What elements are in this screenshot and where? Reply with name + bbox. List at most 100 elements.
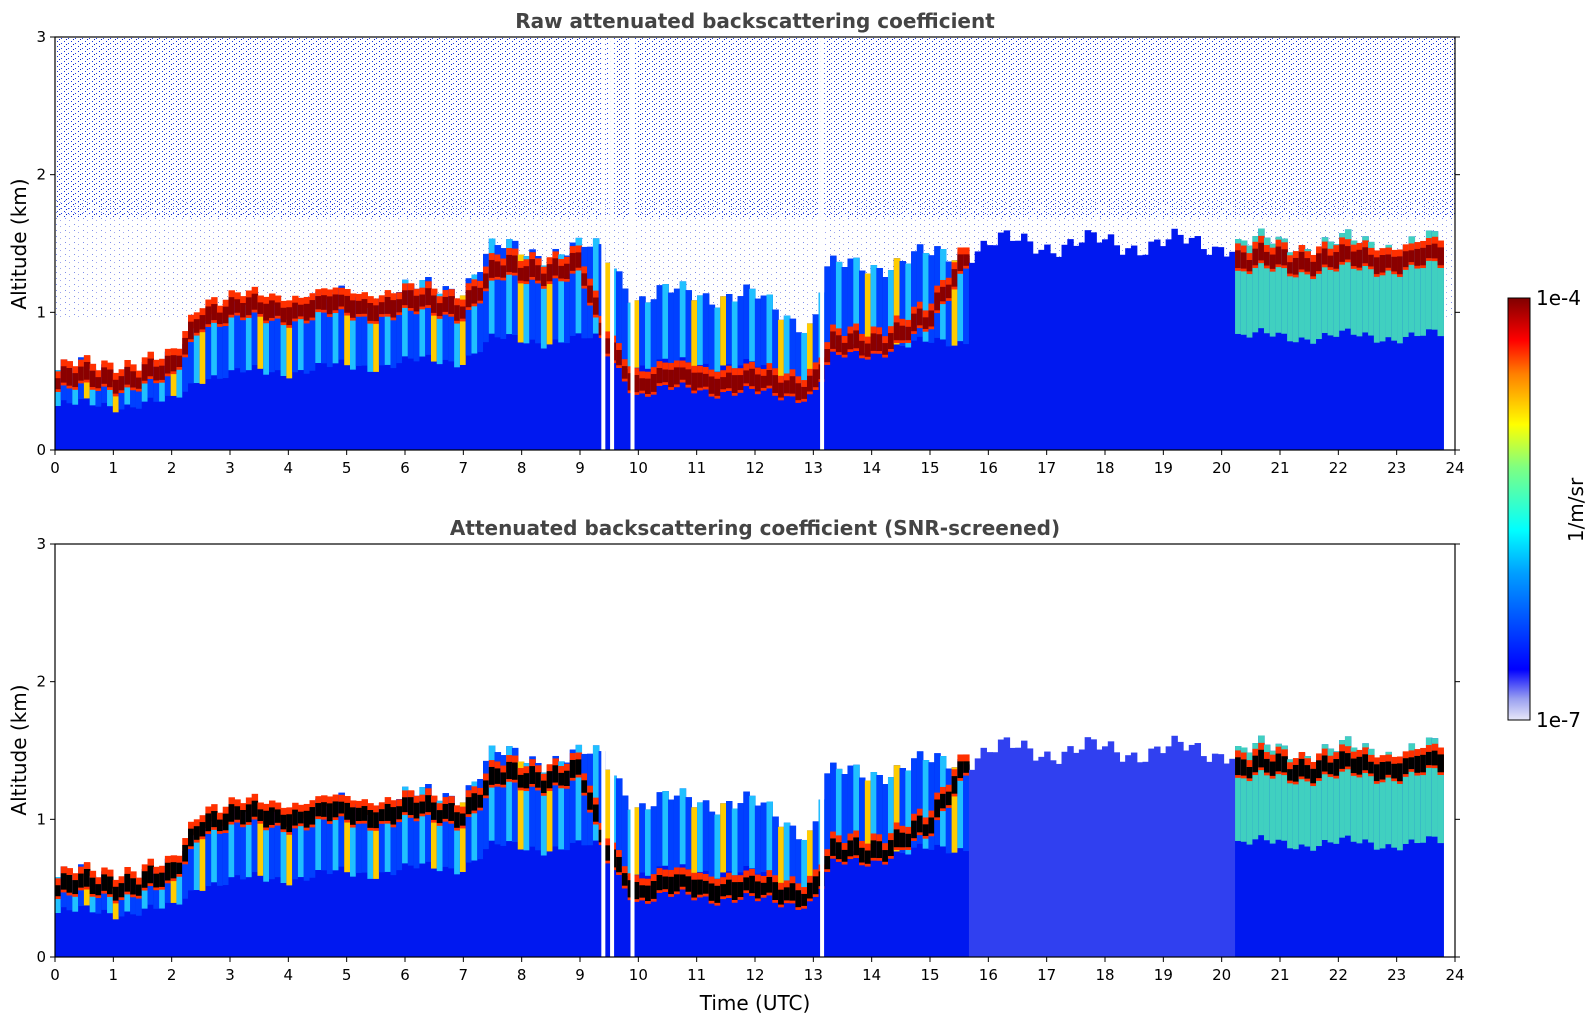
cloud-core xyxy=(1321,248,1329,265)
aerosol-column xyxy=(1026,748,1034,957)
cloud-core xyxy=(726,372,733,389)
cloud-core xyxy=(1263,251,1271,266)
aerosol-upper xyxy=(211,821,218,883)
aerosol-upper xyxy=(384,802,392,872)
aerosol-column xyxy=(1235,239,1242,450)
cloud-core xyxy=(321,295,328,310)
aerosol-column xyxy=(1246,752,1254,957)
panel-raw-heatmap xyxy=(55,37,1455,450)
aerosol-upper xyxy=(263,820,270,882)
aerosol-column xyxy=(1165,746,1173,957)
aerosol-column xyxy=(332,799,340,957)
aerosol-upper xyxy=(1298,752,1306,845)
aerosol-column xyxy=(1420,749,1427,957)
cloud-core xyxy=(546,264,554,282)
aerosol-upper xyxy=(604,262,611,347)
aerosol-column xyxy=(1130,245,1138,450)
aerosol-column xyxy=(78,864,85,957)
aerosol-column xyxy=(1292,761,1300,957)
aerosol-upper xyxy=(373,815,380,879)
aerosol-upper xyxy=(604,769,611,854)
cloud-core xyxy=(957,254,964,272)
aerosol-upper xyxy=(1397,763,1404,851)
cloud-core xyxy=(326,803,334,822)
aerosol-upper xyxy=(1397,256,1404,344)
aerosol-column xyxy=(396,292,403,450)
aerosol-column xyxy=(413,795,421,957)
aerosol-column xyxy=(1217,247,1225,450)
aerosol-column xyxy=(830,255,837,450)
y-tick-label: 1 xyxy=(36,810,46,828)
aerosol-upper xyxy=(1246,752,1254,845)
aerosol-upper xyxy=(176,354,183,398)
aerosol-upper xyxy=(922,760,930,849)
cloud-core xyxy=(1281,249,1288,266)
aerosol-upper xyxy=(176,861,183,905)
aerosol-upper xyxy=(188,835,195,891)
aerosol-upper xyxy=(315,798,322,871)
aerosol-upper xyxy=(1292,254,1300,343)
x-tick-label: 5 xyxy=(342,459,352,477)
x-tick-label: 19 xyxy=(1154,966,1173,984)
aerosol-column xyxy=(83,356,91,450)
cloud-core xyxy=(691,879,698,898)
cloud-core xyxy=(1310,261,1317,277)
aerosol-column xyxy=(1339,740,1346,957)
aerosol-upper xyxy=(668,292,675,364)
aerosol-upper xyxy=(1304,249,1311,340)
cloud-core xyxy=(407,290,415,309)
cloud-core xyxy=(326,296,334,315)
aerosol-upper xyxy=(835,261,843,347)
aerosol-upper xyxy=(430,796,438,869)
aerosol-column xyxy=(488,238,496,450)
aerosol-upper xyxy=(575,744,583,841)
aerosol-column xyxy=(182,344,189,450)
cloud-core xyxy=(824,856,831,870)
cloud-core xyxy=(95,377,102,389)
cloud-core xyxy=(309,807,316,825)
cloud-core xyxy=(413,295,421,312)
cloud-core xyxy=(477,287,484,301)
aerosol-upper xyxy=(390,301,397,369)
aerosol-column xyxy=(916,244,924,450)
aerosol-upper xyxy=(731,301,739,369)
aerosol-upper xyxy=(1298,245,1306,338)
aerosol-column xyxy=(859,777,866,957)
aerosol-upper xyxy=(957,252,964,342)
cloud-core xyxy=(1292,257,1300,275)
aerosol-upper xyxy=(436,293,444,365)
aerosol-column xyxy=(951,767,959,957)
aerosol-upper xyxy=(592,745,600,841)
cloud-core xyxy=(575,252,583,268)
aerosol-upper xyxy=(841,267,849,350)
x-tick-label: 12 xyxy=(745,459,764,477)
aerosol-upper xyxy=(303,818,311,881)
aerosol-upper xyxy=(511,240,519,336)
aerosol-column xyxy=(882,277,889,450)
aerosol-upper xyxy=(569,749,577,843)
aerosol-upper xyxy=(326,806,334,875)
cloud-core xyxy=(1263,758,1271,773)
aerosol-upper xyxy=(662,284,669,359)
cloud-core xyxy=(737,882,745,898)
cloud-core xyxy=(494,768,502,784)
aerosol-upper xyxy=(772,309,779,373)
cloud-core xyxy=(940,793,947,809)
aerosol-upper xyxy=(448,288,455,362)
aerosol-upper xyxy=(361,803,368,873)
cloud-core xyxy=(216,819,224,832)
aerosol-upper xyxy=(523,763,530,851)
cloud-core xyxy=(592,804,600,822)
aerosol-column xyxy=(1084,230,1092,450)
aerosol-column xyxy=(1073,752,1080,957)
aerosol-column xyxy=(66,871,73,957)
cloud-core xyxy=(806,882,814,899)
aerosol-upper xyxy=(1287,252,1294,342)
x-tick-label: 22 xyxy=(1329,459,1348,477)
cloud-core xyxy=(55,885,62,897)
aerosol-upper xyxy=(454,806,461,875)
aerosol-column xyxy=(176,861,183,957)
aerosol-column xyxy=(1402,751,1410,957)
cloud-core xyxy=(315,296,322,310)
aerosol-column xyxy=(118,376,126,450)
